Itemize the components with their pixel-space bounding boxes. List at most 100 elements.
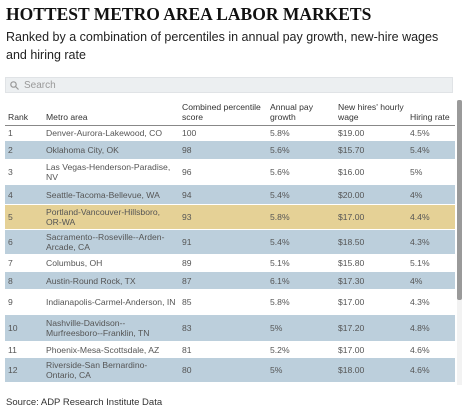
column-header: Rank xyxy=(5,100,43,126)
table-cell: 93 xyxy=(179,204,267,230)
table-cell xyxy=(179,382,267,385)
table-cell: $17.30 xyxy=(335,271,407,290)
table-cell: 5.1% xyxy=(267,254,335,272)
table-cell: $16.00 xyxy=(335,159,407,185)
table-row: 2 Oklahoma City, OK 98 5.6% $15.70 5.4% xyxy=(5,140,455,160)
table-cell: Portland-Vancouver-Hillsboro, OR-WA xyxy=(43,204,179,230)
table-cell xyxy=(267,382,335,385)
table-row: 5 Portland-Vancouver-Hillsboro, OR-WA 93 5.… xyxy=(5,204,455,230)
table-cell: Nashville-Davidson--Murfreesboro--Frankl… xyxy=(43,314,179,342)
table-cell: 94 xyxy=(179,184,267,205)
table-cell: $17.00 xyxy=(335,341,407,358)
column-header: Metro area xyxy=(43,100,179,126)
table-cell: 7 xyxy=(5,254,43,272)
table-cell: 5.8% xyxy=(267,204,335,230)
table-cell: 100 xyxy=(179,125,267,141)
table-row: 7 Columbus, OH 89 5.1% $15.80 5.1% xyxy=(5,254,455,272)
table-cell: 10 xyxy=(5,314,43,342)
table-cell: $17.20 xyxy=(335,314,407,342)
column-header: New hires' hourly wage xyxy=(335,100,407,126)
table-cell: 9 xyxy=(5,289,43,315)
table-cell: 4.3% xyxy=(407,229,455,255)
table-cell: Columbus, OH xyxy=(43,254,179,272)
table-cell xyxy=(335,382,407,385)
table-container: Rank Metro area Combined percentile score A… xyxy=(5,100,455,385)
table-cell: Austin-Round Rock, TX xyxy=(43,271,179,290)
table-cell: 96 xyxy=(179,159,267,185)
table-cell: 5.8% xyxy=(267,289,335,315)
table-cell: 4% xyxy=(407,184,455,205)
table-row: 3 Las Vegas-Henderson-Paradise, NV 96 5.6% $… xyxy=(5,159,455,185)
table-cell: 4.8% xyxy=(407,314,455,342)
search-icon xyxy=(10,81,19,90)
table-cell: Phoenix-Mesa-Scottsdale, AZ xyxy=(43,341,179,358)
table-cell: 5% xyxy=(267,314,335,342)
table-cell: $17.00 xyxy=(335,289,407,315)
table-cell: 81 xyxy=(179,341,267,358)
table-cell: 5.8% xyxy=(267,125,335,141)
table-cell: $15.70 xyxy=(335,140,407,160)
table-cell: $15.80 xyxy=(335,254,407,272)
table-cell: 85 xyxy=(179,289,267,315)
table-cell: 4.6% xyxy=(407,357,455,383)
scrollbar[interactable] xyxy=(457,100,462,385)
table: Rank Metro area Combined percentile score A… xyxy=(5,100,455,385)
table-cell: 4% xyxy=(407,271,455,290)
title: HOTTEST METRO AREA LABOR MARKETS xyxy=(6,4,372,24)
table-cell: 5% xyxy=(267,357,335,383)
header-row: Rank Metro area Combined percentile score A… xyxy=(5,100,455,126)
table-cell: $20.00 xyxy=(335,184,407,205)
table-cell: Oklahoma City, OK xyxy=(43,140,179,160)
subtitle: Ranked by a combination of percentiles i… xyxy=(6,30,439,62)
table-cell: 8 xyxy=(5,271,43,290)
table-cell: 5.4% xyxy=(267,229,335,255)
search-placeholder: Search xyxy=(24,80,56,91)
table-row: 6 Sacramento--Roseville--Arden-Arcade, CA… xyxy=(5,229,455,255)
table-cell: 5.4% xyxy=(267,184,335,205)
table-cell: 4.5% xyxy=(407,125,455,141)
table-cell: $18.50 xyxy=(335,229,407,255)
source: Source: ADP Research Institute Data xyxy=(6,397,163,408)
table-cell: 11 xyxy=(5,341,43,358)
table-cell: 4.3% xyxy=(407,289,455,315)
table-row: San Jose-Sunnyvale-Santa xyxy=(5,382,455,385)
table-cell: 87 xyxy=(179,271,267,290)
column-header: Combined percentile score xyxy=(179,100,267,126)
table-cell: 4.4% xyxy=(407,204,455,230)
table-cell: $19.00 xyxy=(335,125,407,141)
table-cell: 80 xyxy=(179,357,267,383)
table-row: 8 Austin-Round Rock, TX 87 6.1% $17.30 4% xyxy=(5,271,455,290)
table-cell: Indianapolis-Carmel-Anderson, IN xyxy=(43,289,179,315)
table-row: 11 Phoenix-Mesa-Scottsdale, AZ 81 5.2% $17.0… xyxy=(5,341,455,358)
search-box[interactable]: Search xyxy=(5,77,453,93)
table-cell: 4.6% xyxy=(407,341,455,358)
table-cell: $18.00 xyxy=(335,357,407,383)
table-row: 10 Nashville-Davidson--Murfreesboro--Fran… xyxy=(5,314,455,342)
table-cell: 4 xyxy=(5,184,43,205)
table-cell xyxy=(5,382,43,385)
table-cell: 5.4% xyxy=(407,140,455,160)
table-cell xyxy=(407,382,455,385)
table-cell: Seattle-Tacoma-Bellevue, WA xyxy=(43,184,179,205)
table-cell: 5.2% xyxy=(267,341,335,358)
table-cell: Las Vegas-Henderson-Paradise, NV xyxy=(43,159,179,185)
table-cell: Sacramento--Roseville--Arden-Arcade, CA xyxy=(43,229,179,255)
table-cell: $17.00 xyxy=(335,204,407,230)
table-cell: 12 xyxy=(5,357,43,383)
table-cell: 83 xyxy=(179,314,267,342)
table-cell: 5.1% xyxy=(407,254,455,272)
table-cell: 6 xyxy=(5,229,43,255)
table-cell: San Jose-Sunnyvale-Santa xyxy=(43,382,179,385)
table-cell: Denver-Aurora-Lakewood, CO xyxy=(43,125,179,141)
scroll-thumb[interactable] xyxy=(457,100,462,300)
table-cell: 5.6% xyxy=(267,159,335,185)
table-cell: 98 xyxy=(179,140,267,160)
table-row: 12 Riverside-San Bernardino-Ontario, CA 80… xyxy=(5,357,455,383)
table-cell: 5.6% xyxy=(267,140,335,160)
table-cell: 91 xyxy=(179,229,267,255)
table-cell: 3 xyxy=(5,159,43,185)
table-cell: 2 xyxy=(5,140,43,160)
table-cell: 5% xyxy=(407,159,455,185)
table-row: 9 Indianapolis-Carmel-Anderson, IN 85 5.8% $… xyxy=(5,289,455,315)
